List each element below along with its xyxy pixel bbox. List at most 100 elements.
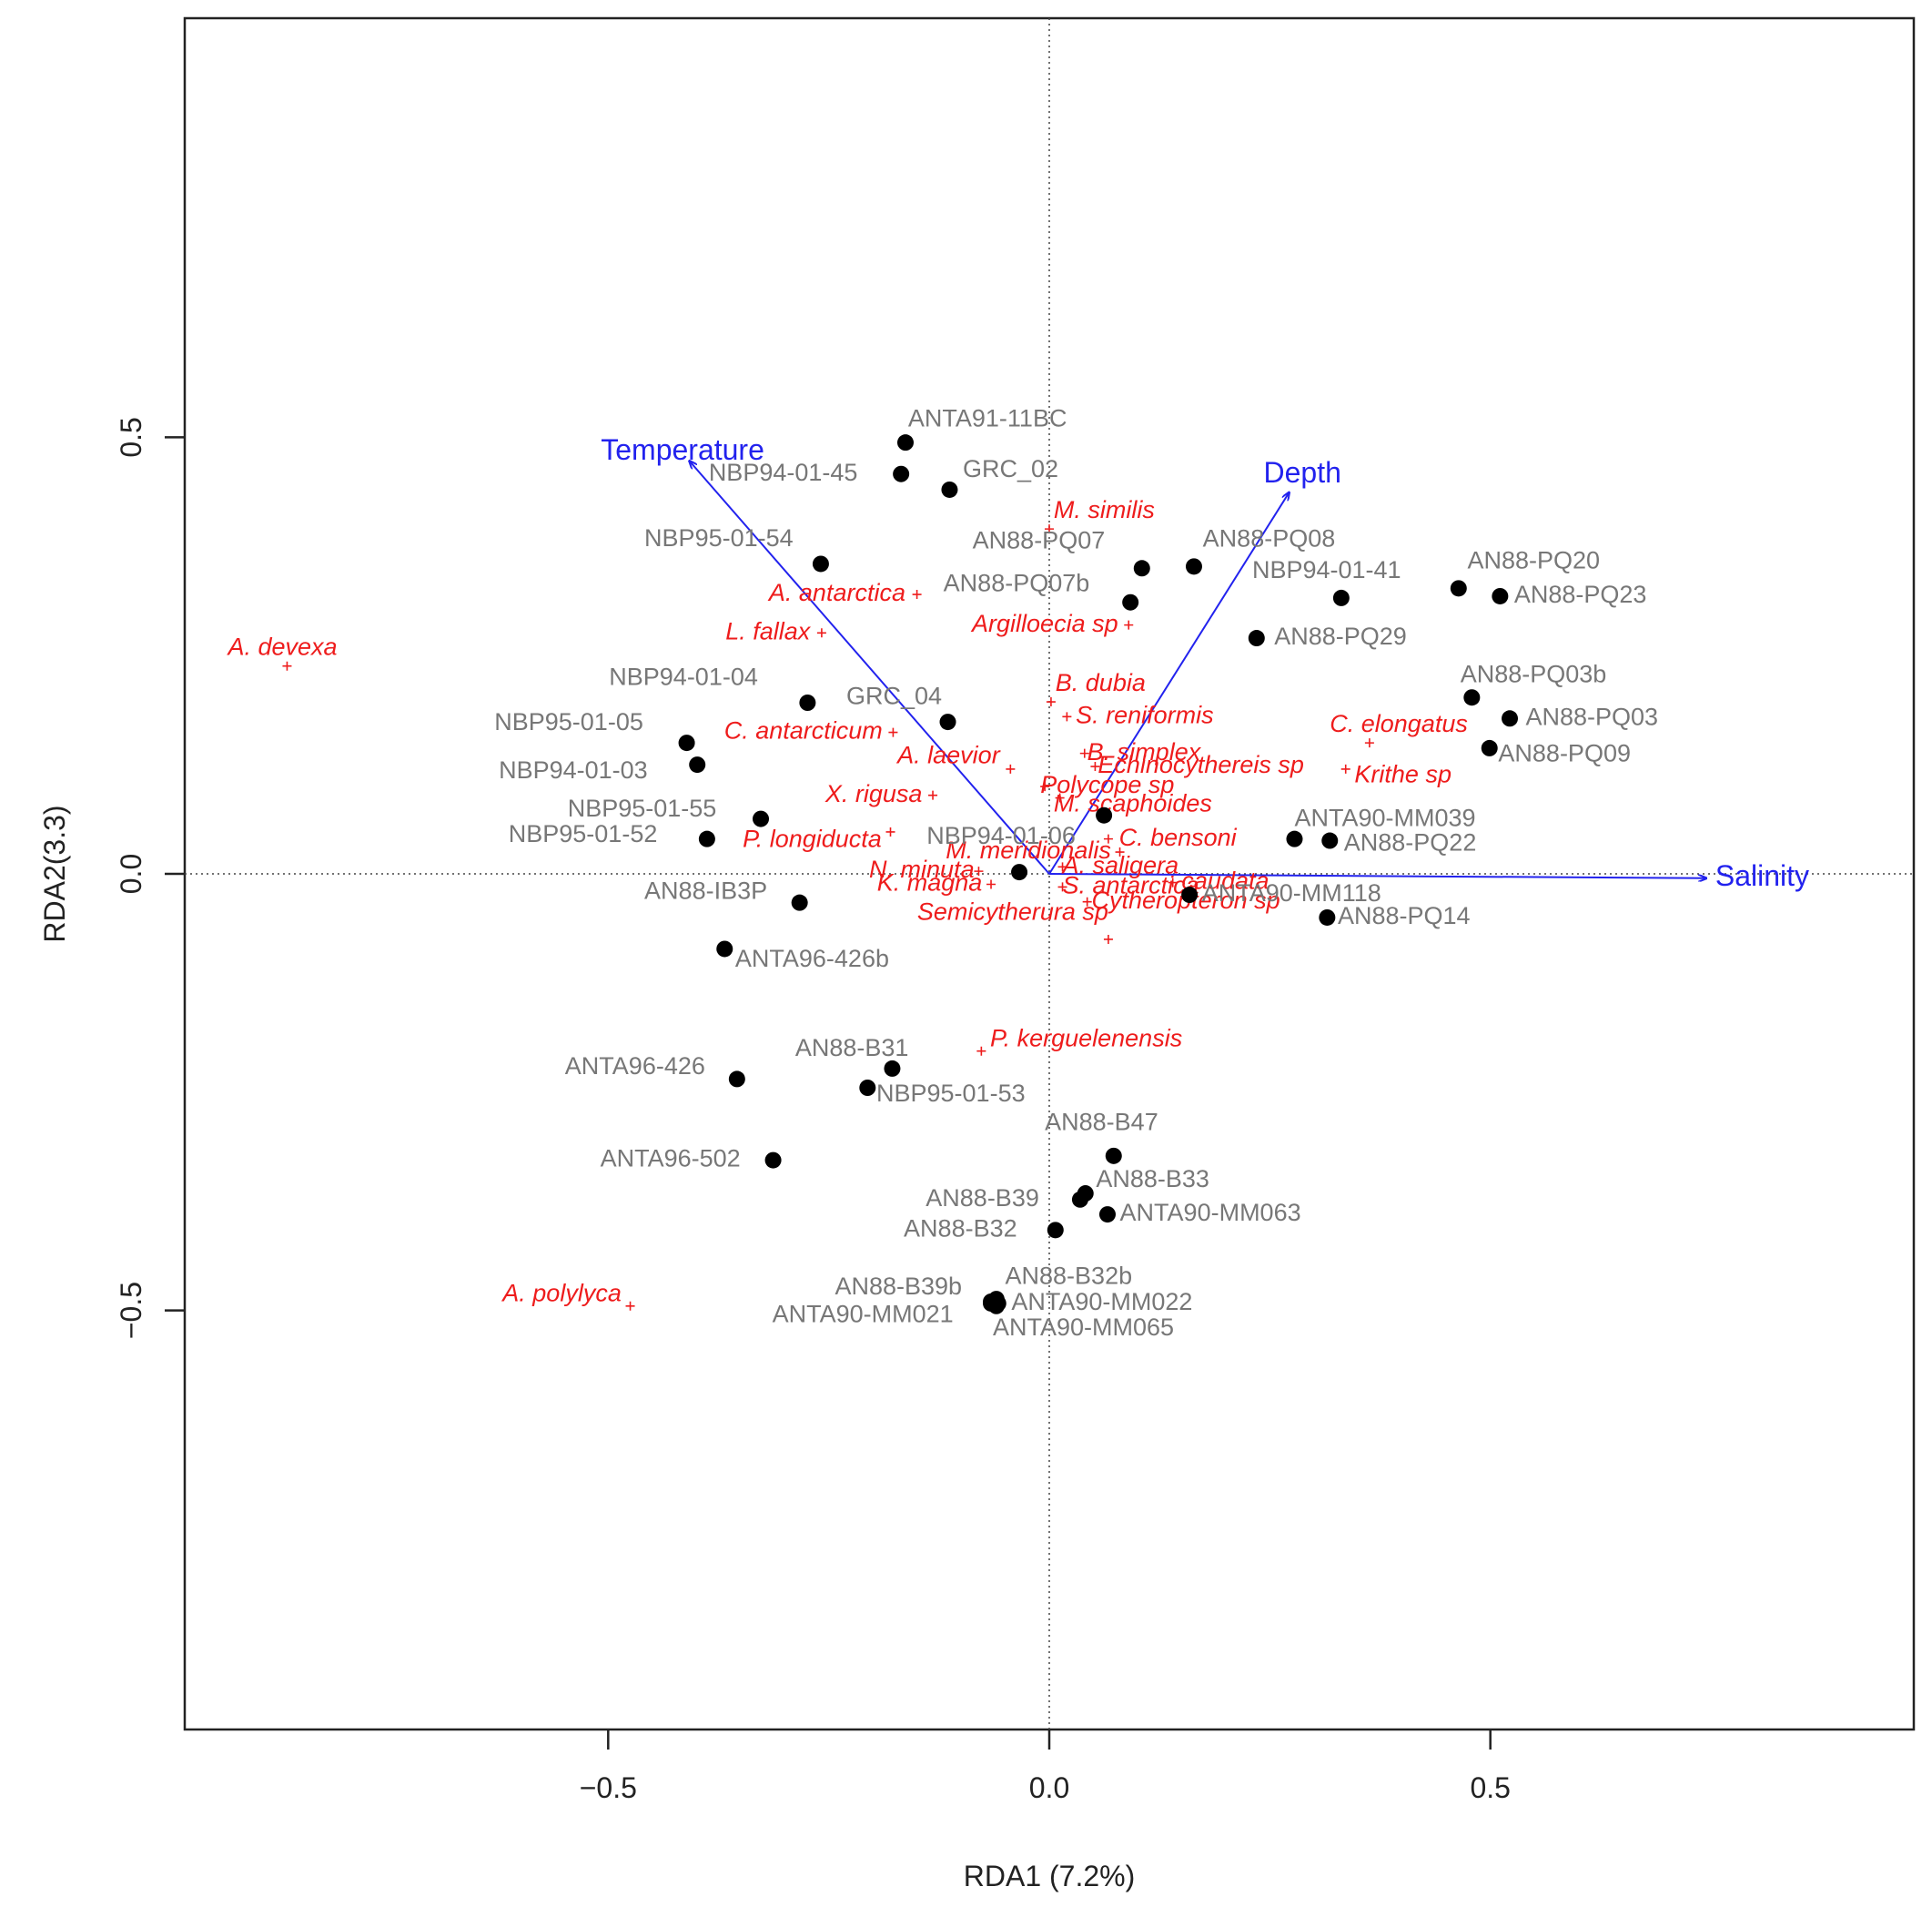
species-label-m-similis: M. similis: [1054, 496, 1155, 523]
site-point-an88-pq09: [1481, 739, 1498, 756]
site-point-an88-pq20: [1450, 580, 1467, 597]
site-point-an88-pq22: [1321, 832, 1339, 849]
species-marker-a-laevior: [1006, 764, 1016, 774]
site-label-an88-b39: AN88-B39: [926, 1184, 1039, 1212]
species-label-s-reniformis: S. reniformis: [1076, 701, 1214, 728]
species-label-echinocythereis-sp: Echinocythereis sp: [1097, 751, 1304, 778]
site-label-an88-b39b: AN88-B39b: [835, 1273, 962, 1300]
species-label-argilloecia-sp: Argilloecia sp: [970, 610, 1118, 637]
site-label-an88-pq03b: AN88-PQ03b: [1461, 660, 1607, 687]
species-marker-a-polylyca: [625, 1301, 635, 1311]
species-label-x-rigusa: X. rigusa: [824, 780, 923, 807]
y-tick-label: −0.5: [115, 1282, 147, 1339]
x-tick-label: −0.5: [580, 1771, 637, 1804]
site-point-an88-pq03b: [1463, 689, 1481, 706]
site-point-an88-pq07b: [1122, 593, 1139, 611]
site-point-nbp95-01-53: [859, 1080, 876, 1096]
site-point-nbp95-01-54: [812, 555, 829, 573]
environment-vectors: Temperature Depth Salinity: [601, 433, 1809, 892]
site-label-an88-b31: AN88-B31: [795, 1034, 909, 1061]
species-marker-l-fallax: [816, 628, 826, 638]
site-point-nbp95-01-55: [753, 810, 770, 827]
y-tick-label: 0.0: [115, 854, 147, 894]
site-label-an88-pq07: AN88-PQ07: [973, 527, 1106, 554]
site-label-anta90-mm118: ANTA90-MM118: [1202, 879, 1381, 907]
site-label-anta90-mm063: ANTA90-MM063: [1120, 1199, 1301, 1226]
species-label-s-antarctica: S. antarctica: [1063, 872, 1199, 899]
site-label-anta90-mm039: ANTA90-MM039: [1294, 805, 1475, 832]
site-point-anta96-426b: [716, 940, 733, 958]
species-label-m-meridionalis: M. meridionalis: [946, 837, 1111, 864]
site-label-an88-b47: AN88-B47: [1045, 1108, 1158, 1135]
site-label-nbp94-01-03: NBP94-01-03: [499, 756, 648, 784]
site-point-anta90-mm063: [1098, 1206, 1116, 1223]
site-label-anta90-mm065: ANTA90-MM065: [993, 1314, 1174, 1341]
site-point-an88-pq29: [1248, 630, 1265, 647]
species-marker-argilloecia-sp: [1124, 620, 1134, 630]
site-label-nbp94-01-41: NBP94-01-41: [1252, 556, 1401, 583]
x-axis-label: RDA1 (7.2%): [964, 1860, 1136, 1892]
site-label-nbp94-01-04: NBP94-01-04: [609, 663, 758, 690]
species-label-c-antarcticum: C. antarcticum: [724, 717, 883, 745]
species-marker-a-antarctica: [912, 590, 922, 600]
species-label-a-laevior: A. laevior: [895, 742, 1001, 769]
site-label-anta96-502: ANTA96-502: [601, 1145, 741, 1172]
env-arrow-temperature: [689, 461, 1050, 875]
site-label-an88-ib3p: AN88-IB3P: [644, 877, 767, 904]
env-label-salinity: Salinity: [1715, 859, 1809, 892]
species-label-n-minuta: N. minuta: [869, 856, 975, 883]
site-point-anta96-426: [728, 1070, 745, 1088]
site-label-nbp95-01-55: NBP95-01-55: [568, 795, 717, 822]
species-marker-c-antarcticum: [888, 727, 898, 737]
site-point-an88-pq23: [1492, 587, 1509, 604]
site-label-nbp94-01-06: NBP94-01-06: [926, 822, 1076, 849]
site-point-nbp95-01-52: [698, 830, 715, 847]
site-point-an88-b39: [1071, 1191, 1088, 1208]
site-label-grc-02: GRC_02: [963, 455, 1058, 482]
axis-ticks: −0.5 0.0 0.5 −0.5 0.0 0.5: [115, 417, 1511, 1804]
species-marker-polycope-sp: [1040, 782, 1050, 792]
site-point-nbp94-01-04: [799, 695, 816, 711]
site-point-nbp95-01-05: [678, 735, 695, 752]
site-label-an88-b32b: AN88-B32b: [1006, 1262, 1133, 1289]
site-point-nbp94-01-03: [689, 756, 706, 774]
species-label-a-polylyca: A. polylyca: [501, 1279, 622, 1306]
species-label-krithe-sp: Krithe sp: [1354, 761, 1452, 788]
species-label-p-kerguelenensis: P. kerguelenensis: [990, 1024, 1182, 1051]
site-label-nbp95-01-05: NBP95-01-05: [494, 708, 643, 735]
site-point-grc-04: [939, 714, 956, 731]
site-label-an88-pq22: AN88-PQ22: [1344, 829, 1477, 857]
site-point-an88-ib3p: [791, 894, 808, 911]
site-label-grc-04: GRC_04: [846, 682, 942, 709]
species-marker-s-reniformis: [1062, 712, 1072, 722]
species-marker-cytheropteron-sp: [1082, 897, 1092, 907]
site-label-anta90-mm021: ANTA90-MM021: [773, 1300, 954, 1327]
site-label-nbp95-01-53: NBP95-01-53: [876, 1080, 1026, 1107]
site-point-anta90-mm118: [1181, 887, 1199, 904]
species-marker-caudata: [1168, 877, 1178, 888]
site-point-an88-pq03: [1502, 710, 1519, 727]
site-label-nbp94-01-45: NBP94-01-45: [709, 459, 858, 486]
site-point-anta90-mm039: [1286, 830, 1303, 847]
site-label-an88-pq08: AN88-PQ08: [1203, 525, 1336, 553]
species-marker-m-scaphoides: [1055, 793, 1065, 803]
species-marker-m-meridionalis: [1115, 847, 1125, 857]
y-tick-label: 0.5: [115, 417, 147, 457]
site-point-an88-pq08: [1185, 558, 1202, 575]
site-scores: ANTA91-11BC NBP94-01-45 GRC_02 NBP95-01-54 A…: [494, 404, 1658, 1341]
x-tick-label: 0.0: [1029, 1771, 1069, 1804]
site-point-an88-b31: [884, 1060, 901, 1077]
site-point-21: [1096, 806, 1113, 824]
species-marker-p-kerguelenensis: [976, 1046, 986, 1056]
site-point-anta91-11bc: [896, 434, 914, 451]
species-label-a-antarctica: A. antarctica: [767, 579, 905, 606]
species-label-l-fallax: L. fallax: [725, 617, 812, 644]
site-point-an88-b32: [1047, 1222, 1064, 1239]
species-label-caudata: caudata: [1181, 867, 1269, 895]
species-marker-c-bensoni: [1103, 834, 1113, 844]
species-label-m-scaphoides: M. scaphoides: [1054, 789, 1212, 817]
site-point-grc-02: [941, 481, 958, 498]
site-point-nbp94-01-06: [1011, 864, 1028, 881]
env-label-temperature: Temperature: [601, 433, 764, 466]
